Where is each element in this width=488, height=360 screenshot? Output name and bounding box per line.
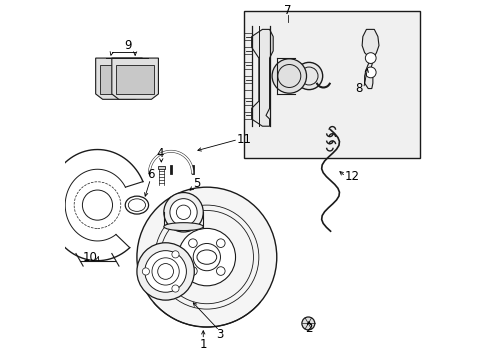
- Circle shape: [188, 239, 197, 247]
- Circle shape: [171, 285, 179, 292]
- Circle shape: [171, 251, 179, 258]
- Text: 1: 1: [199, 338, 206, 351]
- Text: 5: 5: [193, 177, 201, 190]
- Circle shape: [137, 243, 194, 300]
- Ellipse shape: [163, 223, 203, 230]
- Text: 8: 8: [354, 82, 362, 95]
- Polygon shape: [158, 166, 164, 169]
- Polygon shape: [116, 65, 153, 94]
- Circle shape: [271, 59, 306, 93]
- Circle shape: [142, 268, 149, 275]
- Bar: [244, 12, 419, 158]
- Circle shape: [281, 62, 308, 90]
- Polygon shape: [362, 30, 378, 89]
- Circle shape: [178, 228, 235, 286]
- Circle shape: [365, 53, 375, 63]
- Circle shape: [169, 199, 197, 226]
- Circle shape: [144, 251, 186, 292]
- Text: 3: 3: [215, 328, 223, 341]
- Circle shape: [295, 62, 322, 90]
- Circle shape: [188, 267, 197, 275]
- Text: 9: 9: [124, 39, 131, 52]
- Text: 12: 12: [344, 170, 359, 183]
- Polygon shape: [96, 58, 142, 99]
- Text: 11: 11: [237, 133, 251, 146]
- Circle shape: [216, 267, 224, 275]
- Polygon shape: [112, 58, 158, 99]
- Polygon shape: [251, 30, 273, 126]
- Circle shape: [163, 193, 203, 232]
- Circle shape: [216, 239, 224, 247]
- Circle shape: [137, 187, 276, 327]
- Text: 2: 2: [305, 322, 312, 335]
- Circle shape: [365, 67, 375, 78]
- Text: 10: 10: [82, 251, 98, 264]
- Polygon shape: [100, 65, 137, 94]
- Text: 4: 4: [156, 147, 163, 159]
- Circle shape: [301, 317, 314, 330]
- Text: 6: 6: [146, 168, 154, 181]
- Text: 7: 7: [283, 4, 291, 17]
